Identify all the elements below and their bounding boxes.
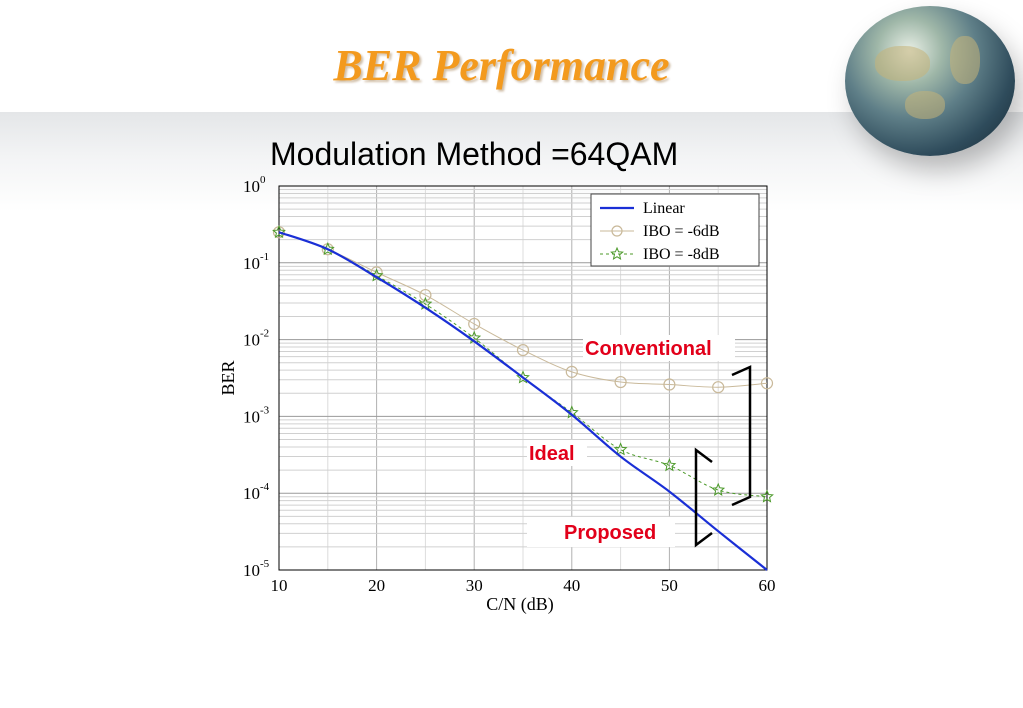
x-tick-label: 10 [271, 576, 288, 595]
marker-star [272, 224, 286, 239]
legend-marker-circle [611, 225, 623, 237]
marker-circle [468, 317, 481, 331]
axis-ticks: 10 20 30 40 50 60 100 10-1 10-2 10-3 10-4 10-5 [243, 174, 776, 595]
proposed-label-bg [527, 517, 675, 547]
legend-label-0: Linear [643, 200, 685, 217]
series-line-0 [278, 231, 768, 571]
series-line-1 [278, 231, 768, 388]
marker-circle [712, 381, 725, 394]
background-band [0, 112, 1023, 212]
x-tick-label: 40 [563, 576, 580, 595]
y-tick-label: 10-5 [243, 558, 270, 580]
conventional-bracket [731, 365, 752, 507]
marker-circle [419, 288, 432, 302]
y-tick-label: 10-4 [243, 481, 270, 503]
series-layer [272, 224, 774, 571]
x-axis-label: C/N (dB) [486, 594, 554, 615]
annotation-conventional: Conventional [585, 338, 712, 360]
annotation-ideal: Ideal [529, 443, 575, 465]
y-tick-label: 10-1 [243, 251, 269, 273]
x-tick-label: 20 [368, 576, 385, 595]
marker-star [760, 489, 774, 503]
x-tick-label: 60 [759, 576, 776, 595]
y-tick-label: 10-2 [243, 328, 269, 350]
legend-label-1: IBO = -6dB [643, 223, 720, 240]
proposed-bracket [694, 447, 713, 548]
legend: Linear IBO = -6dB IBO = -8dB [590, 193, 760, 267]
marker-star [711, 482, 726, 496]
y-axis-label: BER [218, 360, 238, 395]
globe-image [845, 6, 1015, 156]
conventional-label-bg [583, 335, 735, 361]
y-tick-label: 10-3 [243, 404, 270, 426]
legend-label-2: IBO = -8dB [643, 246, 720, 263]
legend-marker-star [610, 246, 624, 260]
marker-circle [760, 377, 774, 390]
slide-title: BER Performance [333, 41, 670, 90]
x-tick-label: 50 [661, 576, 678, 595]
chart-title: Modulation Method =64QAM [270, 136, 679, 172]
marker-star [662, 458, 677, 472]
marker-circle [565, 365, 578, 378]
ideal-label-bg [527, 440, 587, 466]
marker-star [613, 442, 628, 456]
x-tick-label: 30 [466, 576, 483, 595]
marker-circle [663, 378, 676, 391]
annotation-proposed: Proposed [564, 522, 656, 544]
marker-circle [614, 375, 627, 389]
y-tick-label: 100 [243, 174, 266, 196]
marker-circle [516, 343, 530, 357]
